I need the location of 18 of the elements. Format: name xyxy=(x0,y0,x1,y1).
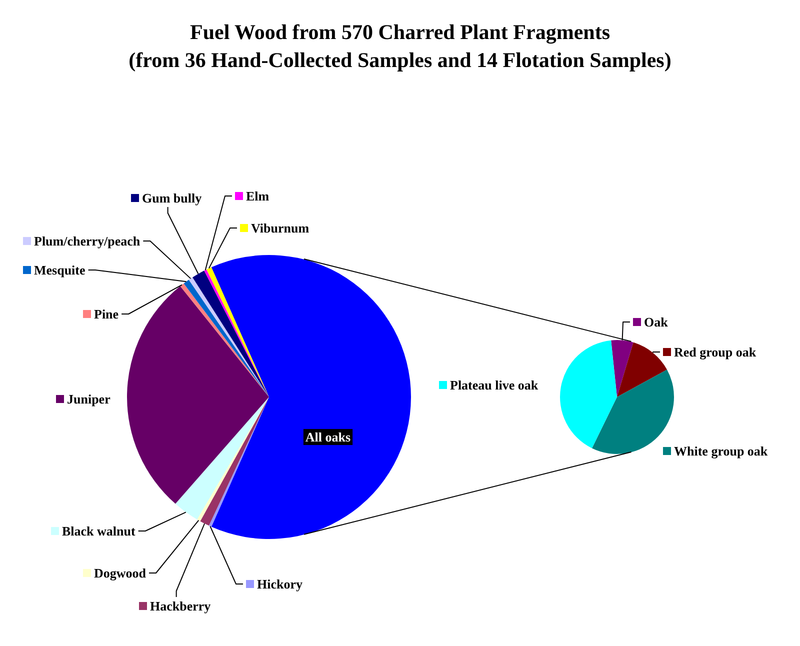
legend-label: Red group oak xyxy=(674,344,757,360)
legend-label: Elm xyxy=(246,188,270,204)
legend-label: White group oak xyxy=(674,443,768,458)
legend-label: Hickory xyxy=(257,576,303,592)
legend-label: Dogwood xyxy=(94,565,147,580)
legend-label: Black walnut xyxy=(62,523,136,538)
legend-label: Plateau live oak xyxy=(450,377,539,392)
chart-title: Fuel Wood from 570 Charred Plant Fragments xyxy=(190,20,610,44)
legend-label: Hackberry xyxy=(150,598,212,614)
legend-label: Plum/cherry/peach xyxy=(34,233,141,248)
legend-label: Gum bully xyxy=(142,190,202,206)
legend-label: Oak xyxy=(644,314,669,330)
legend-label: Mesquite xyxy=(34,262,86,278)
legend-label: Pine xyxy=(94,306,119,322)
legend-label: Viburnum xyxy=(251,220,310,236)
chart-subtitle: (from 36 Hand-Collected Samples and 14 Flotation Samples) xyxy=(128,48,672,72)
legend-label: Juniper xyxy=(67,391,111,406)
slice-label: All oaks xyxy=(305,429,351,444)
